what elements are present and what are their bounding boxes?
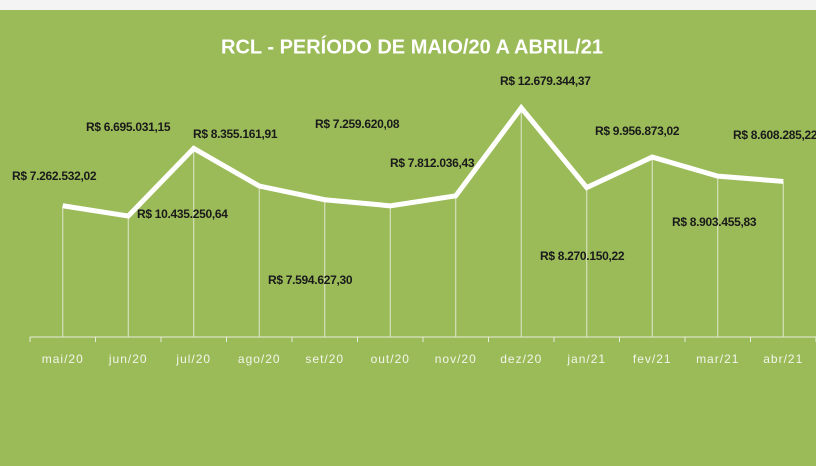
x-tick-label: set/20 bbox=[305, 352, 344, 366]
x-tick-label: jul/20 bbox=[175, 352, 211, 366]
data-label: R$ 7.259.620,08 bbox=[315, 117, 400, 131]
data-label: R$ 8.903.455,83 bbox=[672, 215, 757, 229]
x-tick-label: nov/20 bbox=[435, 352, 477, 366]
x-tick-label: jun/20 bbox=[108, 352, 148, 366]
chart-title: RCL - PERÍODO DE MAIO/20 A ABRIL/21 bbox=[221, 35, 603, 58]
data-label: R$ 8.270.150,22 bbox=[540, 249, 625, 263]
x-tick-label: out/20 bbox=[371, 352, 410, 366]
data-label: R$ 12.679.344,37 bbox=[500, 74, 591, 88]
data-line bbox=[62, 103, 784, 219]
x-tick-label: jan/21 bbox=[566, 352, 606, 366]
data-label: R$ 8.608.285,22 bbox=[733, 128, 816, 142]
x-tick-label: abr/21 bbox=[763, 352, 803, 366]
x-tick-label: dez/20 bbox=[500, 352, 542, 366]
data-label: R$ 6.695.031,15 bbox=[86, 120, 171, 134]
x-tick-label: ago/20 bbox=[238, 352, 281, 366]
data-label: R$ 7.262.532,02 bbox=[12, 169, 97, 183]
data-label: R$ 10.435.250,64 bbox=[137, 207, 228, 221]
data-label: R$ 9.956.873,02 bbox=[595, 124, 680, 138]
data-label: R$ 7.812.036,43 bbox=[390, 156, 475, 170]
data-label: R$ 8.355.161,91 bbox=[193, 127, 278, 141]
data-label: R$ 7.594.627,30 bbox=[268, 273, 353, 287]
x-tick-label: fev/21 bbox=[633, 352, 672, 366]
chart-background bbox=[0, 10, 816, 466]
x-tick-label: mar/21 bbox=[696, 352, 739, 366]
x-tick-label: mai/20 bbox=[42, 352, 84, 366]
